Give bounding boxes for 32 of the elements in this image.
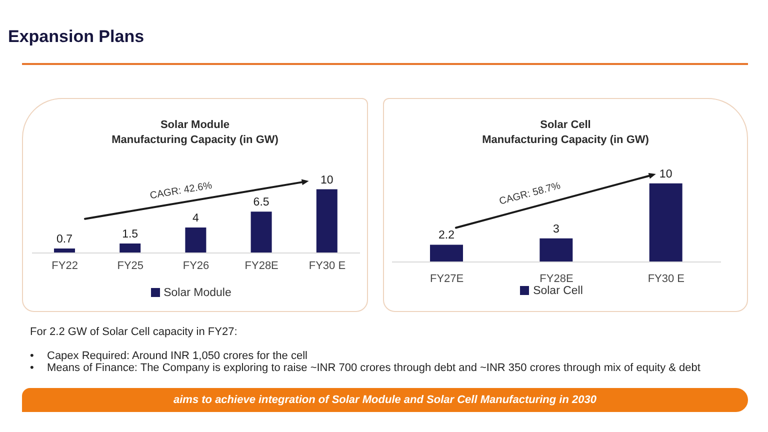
x-tick-label: FY27E	[430, 272, 464, 285]
data-label: 10	[320, 174, 334, 186]
x-tick-label: FY28E	[540, 272, 574, 285]
annotation: CAGR: 58.7%	[498, 180, 562, 208]
x-tick-label: FY26	[182, 260, 210, 272]
bar	[54, 248, 75, 253]
chart-title: Solar Cell Manufacturing Capacity (in GW)	[481, 118, 650, 148]
annotation: CAGR: 42.6%	[149, 180, 213, 202]
bar	[250, 212, 272, 253]
x-tick-label: FY30 E	[308, 260, 346, 272]
bar	[120, 243, 141, 253]
legend-label: Solar Cell	[533, 285, 583, 297]
x-tick-label: FY28E	[244, 260, 278, 272]
data-label: 10	[659, 168, 672, 180]
bar	[316, 189, 338, 253]
text: Expansion Plans	[8, 27, 144, 47]
data-label: 1.5	[122, 228, 138, 240]
data-label: 0.7	[56, 234, 72, 246]
x-tick-label: FY30 E	[648, 272, 685, 285]
bar	[185, 228, 206, 253]
text: For 2.2 GW of Solar Cell capacity in FY27:	[30, 326, 238, 338]
data-label: 6.5	[253, 196, 270, 209]
text: • Capex Required: Around INR 1,050 crores for the cell	[30, 350, 308, 362]
banner: aims to achieve integration of Solar Module and Solar Cell Manufacturing in 2030	[22, 388, 748, 412]
legend-label: Solar Module	[164, 287, 232, 299]
data-label: 3	[552, 223, 560, 236]
data-label: 2.2	[438, 230, 454, 242]
x-tick-label: FY25	[117, 260, 144, 272]
chart-title: Solar Module Manufacturing Capacity (in GW)	[110, 118, 280, 148]
data-label: 4	[192, 212, 200, 224]
x-tick-label: FY22	[52, 260, 78, 272]
text: • Means of Finance: The Company is exploring to raise ~INR 700 crores through debt and ~INR 350 crores through mix of equity & debt	[30, 362, 700, 374]
